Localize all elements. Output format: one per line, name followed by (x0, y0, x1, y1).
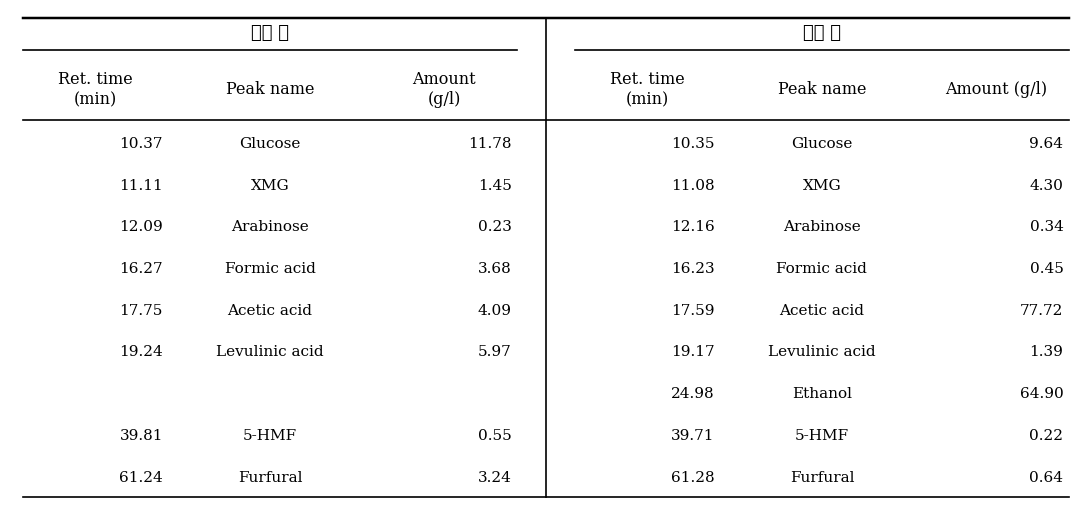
Text: 24.98: 24.98 (672, 386, 715, 401)
Text: 추출 후: 추출 후 (803, 23, 841, 42)
Text: Acetic acid: Acetic acid (227, 303, 312, 317)
Text: Ret. time
(min): Ret. time (min) (610, 71, 685, 108)
Text: 3.68: 3.68 (478, 262, 511, 275)
Text: Formic acid: Formic acid (225, 262, 316, 275)
Text: Glucose: Glucose (792, 137, 853, 151)
Text: XMG: XMG (803, 178, 841, 192)
Text: 39.71: 39.71 (672, 428, 715, 442)
Text: 17.59: 17.59 (672, 303, 715, 317)
Text: 11.11: 11.11 (119, 178, 163, 192)
Text: Peak name: Peak name (778, 81, 866, 98)
Text: 77.72: 77.72 (1020, 303, 1064, 317)
Text: 추출 전: 추출 전 (251, 23, 289, 42)
Text: 0.34: 0.34 (1030, 220, 1064, 234)
Text: 3.24: 3.24 (477, 470, 511, 484)
Text: 12.16: 12.16 (672, 220, 715, 234)
Text: Arabinose: Arabinose (232, 220, 309, 234)
Text: Formic acid: Formic acid (776, 262, 867, 275)
Text: 11.78: 11.78 (468, 137, 511, 151)
Text: Amount (g/l): Amount (g/l) (946, 81, 1047, 98)
Text: Levulinic acid: Levulinic acid (768, 345, 876, 359)
Text: 0.45: 0.45 (1030, 262, 1064, 275)
Text: 5-HMF: 5-HMF (795, 428, 848, 442)
Text: 17.75: 17.75 (120, 303, 163, 317)
Text: 61.24: 61.24 (119, 470, 163, 484)
Text: Furfural: Furfural (238, 470, 302, 484)
Text: 12.09: 12.09 (119, 220, 163, 234)
Text: 4.09: 4.09 (477, 303, 511, 317)
Text: Acetic acid: Acetic acid (780, 303, 865, 317)
Text: Ret. time
(min): Ret. time (min) (58, 71, 133, 108)
Text: 10.37: 10.37 (119, 137, 163, 151)
Text: 0.23: 0.23 (477, 220, 511, 234)
Text: 10.35: 10.35 (672, 137, 715, 151)
Text: 5.97: 5.97 (478, 345, 511, 359)
Text: 19.17: 19.17 (672, 345, 715, 359)
Text: 19.24: 19.24 (119, 345, 163, 359)
Text: Peak name: Peak name (226, 81, 314, 98)
Text: Furfural: Furfural (790, 470, 854, 484)
Text: 4.30: 4.30 (1030, 178, 1064, 192)
Text: 0.22: 0.22 (1030, 428, 1064, 442)
Text: Amount
(g/l): Amount (g/l) (413, 71, 476, 108)
Text: 1.39: 1.39 (1030, 345, 1064, 359)
Text: 5-HMF: 5-HMF (244, 428, 297, 442)
Text: Levulinic acid: Levulinic acid (216, 345, 324, 359)
Text: 16.23: 16.23 (672, 262, 715, 275)
Text: 64.90: 64.90 (1020, 386, 1064, 401)
Text: Arabinose: Arabinose (783, 220, 860, 234)
Text: 61.28: 61.28 (672, 470, 715, 484)
Text: Ethanol: Ethanol (792, 386, 852, 401)
Text: Glucose: Glucose (239, 137, 300, 151)
Text: XMG: XMG (251, 178, 289, 192)
Text: 9.64: 9.64 (1030, 137, 1064, 151)
Text: 11.08: 11.08 (672, 178, 715, 192)
Text: 0.55: 0.55 (478, 428, 511, 442)
Text: 1.45: 1.45 (477, 178, 511, 192)
Text: 16.27: 16.27 (119, 262, 163, 275)
Text: 0.64: 0.64 (1030, 470, 1064, 484)
Text: 39.81: 39.81 (119, 428, 163, 442)
